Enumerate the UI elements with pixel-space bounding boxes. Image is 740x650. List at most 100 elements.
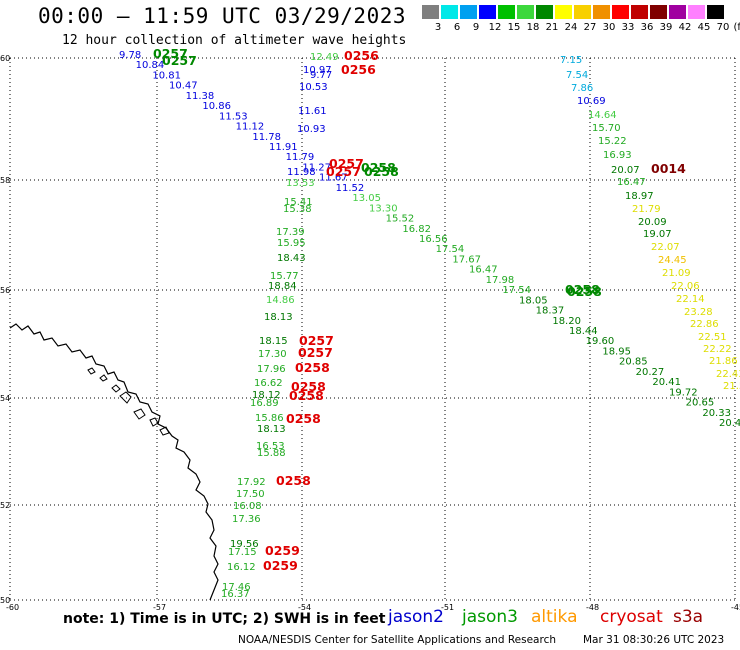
wave-height-value: 20.07 <box>611 165 640 176</box>
wave-height-value: 16.12 <box>227 562 256 573</box>
legend-label: 36 <box>640 22 654 33</box>
coastline <box>9 323 219 601</box>
pass-time-label: 0258 <box>289 388 324 403</box>
pass-time-label: 0258 <box>295 360 330 375</box>
wave-height-value: 17.54 <box>436 244 465 255</box>
wave-height-value: 16.82 <box>402 224 431 235</box>
wave-height-value: 17.50 <box>236 489 265 500</box>
wave-height-value: 20.65 <box>686 398 715 409</box>
wave-height-value: 22.06 <box>671 281 700 292</box>
wave-height-value: 10.84 <box>136 60 165 71</box>
pass-time-label: 0256 <box>344 48 379 63</box>
legend-label: 18 <box>526 22 540 33</box>
timestamp-text: Mar 31 08:30:26 UTC 2023 <box>583 634 725 646</box>
lat-tick-label: 54 <box>0 394 10 403</box>
wave-height-value: 19.60 <box>586 336 615 347</box>
wave-height-value: 21.5 <box>723 381 740 392</box>
legend-label: 39 <box>659 22 673 33</box>
axis-labels: -60 -57 -54 -51 -48 -45 60 58 56 54 52 50 <box>0 54 740 612</box>
wave-height-value: 15.77 <box>270 271 299 282</box>
wave-height-value: 16.53 <box>256 441 285 452</box>
pass-time-label: 0257 <box>299 333 334 348</box>
wave-height-value: 17.39 <box>276 227 305 238</box>
wave-height-value: 23.28 <box>684 307 713 318</box>
page-subtitle: 12 hour collection of altimeter wave hei… <box>62 33 407 48</box>
pass-time-label: 0258 <box>286 411 321 426</box>
legend-swatch <box>707 5 724 19</box>
wave-height-value: 20.41 <box>652 377 681 388</box>
pass-time-label: 0258 <box>361 160 396 175</box>
legend-label: 30 <box>602 22 616 33</box>
wave-height-value: 17.67 <box>452 254 481 265</box>
pass-time-label: 0257 <box>326 164 361 179</box>
lon-tick-label: -48 <box>586 603 599 612</box>
legend-swatch <box>555 5 572 19</box>
lon-tick-label: -51 <box>441 603 454 612</box>
legend-swatch <box>460 5 477 19</box>
wave-height-value: 10.97 <box>303 65 332 76</box>
wave-height-value: 22.43 <box>716 369 740 380</box>
wave-height-value: 17.96 <box>257 364 286 375</box>
coastline-path <box>9 323 219 601</box>
wave-height-value: 18.15 <box>259 336 288 347</box>
wave-height-value: 22.51 <box>698 332 727 343</box>
wave-height-value: 16.47 <box>617 177 646 188</box>
lat-tick-label: 56 <box>0 286 10 295</box>
wave-height-value: 19.72 <box>669 387 698 398</box>
pass-time-label: 0258 <box>291 379 326 394</box>
lat-tick-label: 58 <box>0 176 10 185</box>
wave-height-value: 18.43 <box>277 253 306 264</box>
wave-height-value: 15.70 <box>592 123 621 134</box>
wave-height-value: 21.09 <box>662 268 691 279</box>
legend-label: 45 <box>697 22 711 33</box>
legend-swatch <box>517 5 534 19</box>
credit-text: NOAA/NESDIS Center for Satellite Applica… <box>238 634 556 646</box>
wave-height-value: 15.52 <box>386 214 415 225</box>
lon-tick-label: -54 <box>298 603 311 612</box>
legend-swatch <box>441 5 458 19</box>
wave-height-value: 12.49 <box>310 52 339 63</box>
wave-height-value: 21.86 <box>709 356 738 367</box>
island-outline <box>111 384 121 393</box>
wave-height-value: 17.92 <box>237 477 266 488</box>
wave-height-value: 7.15 <box>560 55 582 66</box>
wave-height-value: 11.78 <box>252 132 281 143</box>
lat-tick-label: 50 <box>0 596 10 605</box>
pass-time-label: 0259 <box>263 558 298 573</box>
island-outline <box>159 426 170 436</box>
wave-height-value: 20.85 <box>619 357 648 368</box>
wave-height-value: 14.64 <box>588 110 617 121</box>
wave-height-value: 17.46 <box>222 582 251 593</box>
page-title: 00:00 — 11:59 UTC 03/29/2023 <box>38 4 407 28</box>
legend-s3a: s3a <box>673 607 704 627</box>
island-outline <box>149 417 159 427</box>
wave-height-value: 17.15 <box>228 547 257 558</box>
pass-time-label: 0258 <box>276 473 311 488</box>
wave-height-value: 18.05 <box>519 295 548 306</box>
wave-height-value: 18.20 <box>552 316 581 327</box>
note-text: note: 1) Time is in UTC; 2) SWH is in fe… <box>63 611 386 627</box>
legend-label: 3 <box>434 22 442 33</box>
legend-swatch <box>593 5 610 19</box>
wave-height-value: 9.77 <box>310 70 332 81</box>
lon-tick-label: -60 <box>6 603 19 612</box>
wave-height-value: 11.61 <box>298 106 327 117</box>
legend-swatch <box>479 5 496 19</box>
wave-height-value: 22.14 <box>676 294 705 305</box>
wave-height-value: 18.95 <box>602 346 631 357</box>
wave-height-value: 22.22 <box>703 344 732 355</box>
wave-height-value: 11.67 <box>319 173 348 184</box>
wave-height-value: 11.91 <box>269 142 298 153</box>
wave-height-value: 11.27 <box>302 162 331 173</box>
wave-height-value: 14.86 <box>266 295 295 306</box>
legend-label: 21 <box>545 22 559 33</box>
legend-jason2: jason2 <box>388 607 444 627</box>
wave-height-value: 9.78 <box>119 50 141 61</box>
wave-height-value: 18.12 <box>252 390 281 401</box>
wave-height-value: 15.22 <box>598 136 627 147</box>
wave-height-value: 15.95 <box>277 238 306 249</box>
legend-label: 9 <box>472 22 480 33</box>
wave-height-value: 16.47 <box>469 265 498 276</box>
pass-time-label: 0257 <box>329 156 364 171</box>
